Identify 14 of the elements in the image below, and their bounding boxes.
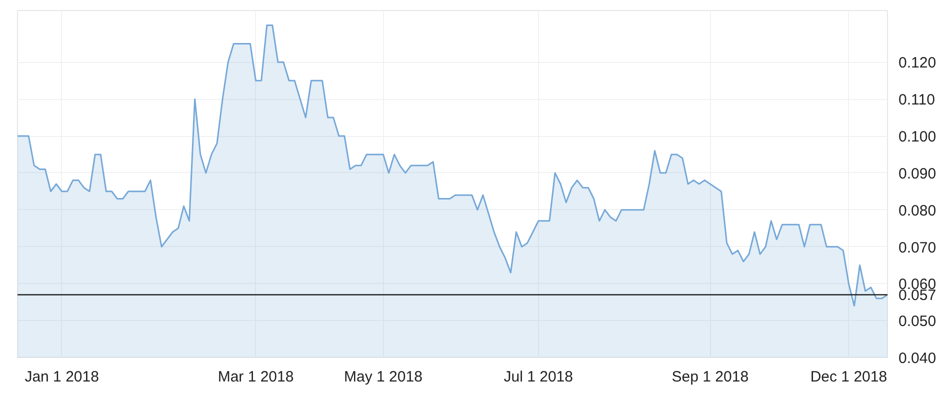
y-tick-label: 0.070 xyxy=(898,239,936,256)
x-tick-label: Jan 1 2018 xyxy=(24,368,99,386)
y-tick-label: 0.040 xyxy=(898,350,936,367)
x-tick-label: May 1 2018 xyxy=(344,368,422,386)
y-tick-label: 0.120 xyxy=(898,54,936,72)
y-tick-label: 0.090 xyxy=(898,165,936,182)
x-tick-label: Jul 1 2018 xyxy=(504,368,574,386)
y-tick-label: 0.110 xyxy=(898,92,935,109)
y-tick-label: 0.050 xyxy=(898,313,936,330)
x-tick-label: Sep 1 2018 xyxy=(672,368,749,386)
x-tick-label: Dec 1 2018 xyxy=(810,368,888,386)
y-tick-label: 0.100 xyxy=(898,128,936,146)
y-tick-label: 0.080 xyxy=(898,202,936,220)
x-tick-label: Mar 1 2018 xyxy=(218,368,294,386)
